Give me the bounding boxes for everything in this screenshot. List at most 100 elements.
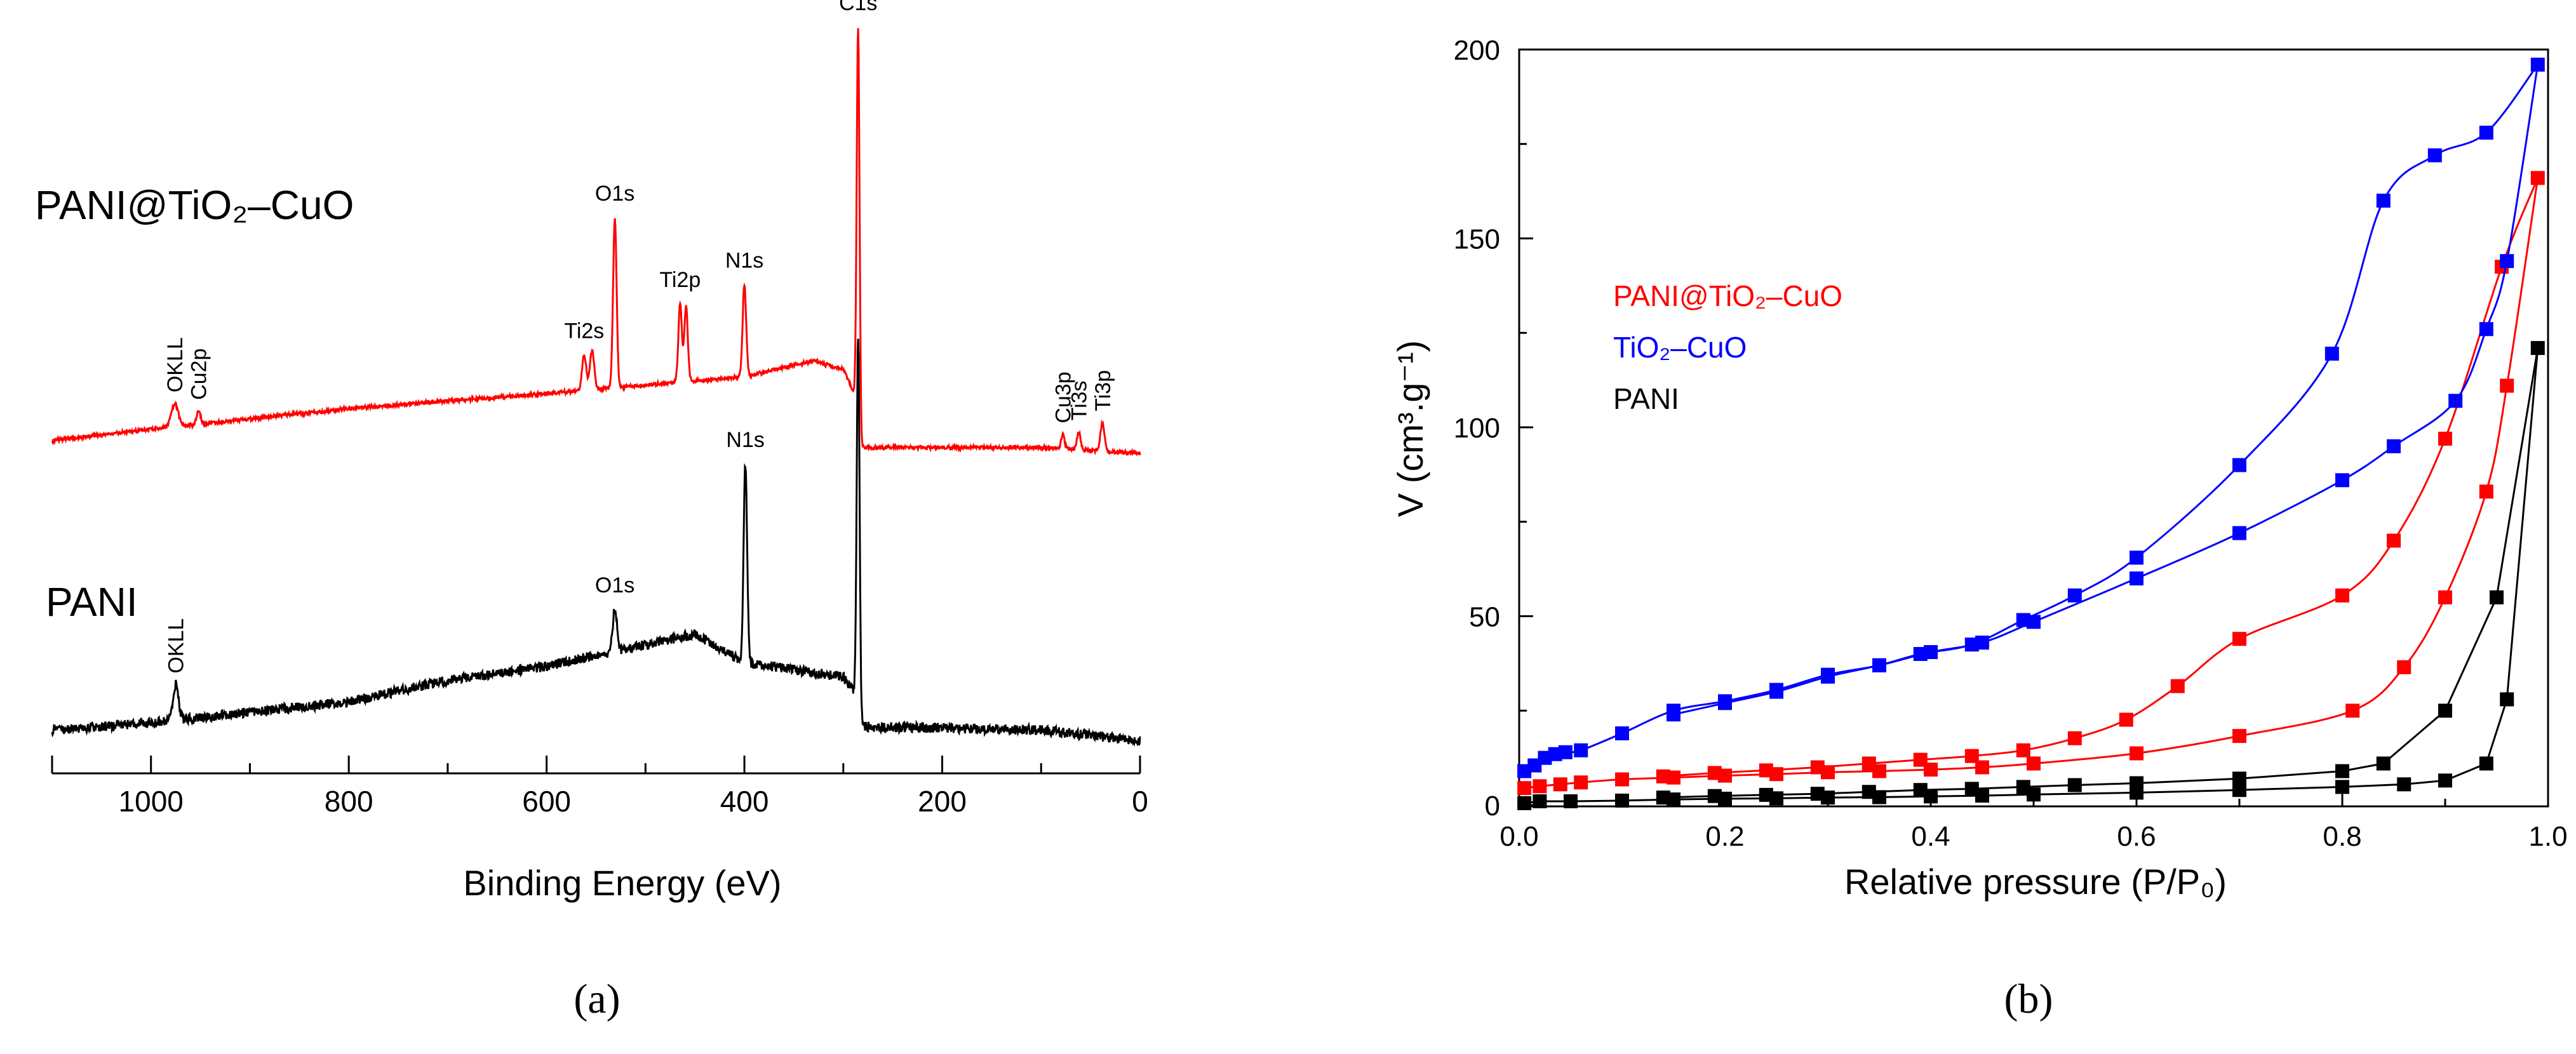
data-point <box>1615 772 1629 787</box>
peak-label: O1s <box>595 573 634 597</box>
peak-label: Ti2p <box>659 268 701 292</box>
x-tick-label: 1000 <box>119 785 184 818</box>
data-point <box>2376 194 2391 208</box>
data-point <box>2232 458 2246 472</box>
data-point <box>1964 749 1979 763</box>
data-point <box>2335 588 2349 603</box>
y-tick-label: 0 <box>1485 790 1500 822</box>
data-point <box>2016 613 2030 627</box>
data-point <box>1872 658 1886 672</box>
data-point <box>2427 148 2442 163</box>
peak-label: C1s <box>839 0 877 15</box>
data-point <box>2479 484 2493 499</box>
data-point <box>2119 712 2133 727</box>
x-tick-label: 0.6 <box>2117 821 2156 852</box>
data-point <box>1913 783 1928 797</box>
data-point <box>2490 590 2504 604</box>
data-point <box>2438 704 2452 718</box>
desorption-line <box>1673 63 2539 716</box>
x-tick-label: 1.0 <box>2528 821 2567 852</box>
spectrum-line-pani-tio2-cuo <box>51 28 1141 457</box>
data-point <box>2130 746 2143 761</box>
data-point <box>2530 57 2545 72</box>
data-point <box>1564 794 1578 808</box>
data-point <box>2232 526 2246 540</box>
isotherm-panel: 0.0 0.2 0.4 0.6 0.8 1.0 0 50 100 150 200 PANI@TiO₂… <box>1390 35 2568 902</box>
x-tick-label: 0.2 <box>1705 821 1744 852</box>
y-tick-label: 200 <box>1454 35 1500 66</box>
data-point <box>1913 647 1928 661</box>
data-point <box>1656 790 1670 805</box>
data-point <box>2232 632 2246 646</box>
y-axis-title: V (cm³.g⁻¹) <box>1390 340 1430 517</box>
data-point <box>2335 473 2349 488</box>
x-axis-title: Binding Energy (eV) <box>463 863 781 903</box>
data-point <box>2500 254 2514 269</box>
x-tick-label: 0.4 <box>1911 821 1950 852</box>
peak-label: N1s <box>725 248 763 272</box>
data-point <box>2500 378 2514 393</box>
data-point <box>1821 669 1835 684</box>
data-point <box>2438 431 2452 446</box>
peak-label: Ti2s <box>564 319 604 344</box>
data-point <box>2027 756 2041 771</box>
data-point <box>1656 769 1670 784</box>
data-point <box>1810 787 1825 801</box>
data-point <box>1517 796 1532 810</box>
peak-label: Ti3s <box>1067 380 1091 420</box>
legend: PANI@TiO₂–CuO TiO₂–CuO PANI <box>1613 279 1842 415</box>
panel-label-a: (a) <box>574 976 620 1022</box>
data-point <box>1574 743 1588 757</box>
data-point <box>1533 794 1547 808</box>
data-point <box>1759 763 1773 778</box>
data-point <box>1964 782 1979 796</box>
panel-label-b: (b) <box>2004 976 2053 1022</box>
legend-entry-tio2-cuo: TiO₂–CuO <box>1613 331 1747 364</box>
data-point <box>2130 776 2143 790</box>
data-point <box>2479 125 2493 140</box>
data-point <box>2232 783 2246 797</box>
data-point <box>2500 692 2514 707</box>
data-point <box>1769 684 1783 699</box>
peak-label: OKLL <box>164 618 189 674</box>
data-point <box>1862 785 1876 799</box>
data-point <box>2397 660 2412 674</box>
data-point <box>2479 322 2493 337</box>
desorption-line <box>1663 347 2539 799</box>
spectrum-line-pani <box>51 338 1141 747</box>
y-tick-label: 50 <box>1469 602 1500 633</box>
data-point <box>2530 171 2545 185</box>
axes: 0.0 0.2 0.4 0.6 0.8 1.0 0 50 100 150 200 <box>1454 35 2568 852</box>
data-point <box>1862 756 1876 771</box>
data-point <box>2130 550 2143 565</box>
data-point <box>2387 439 2401 453</box>
peak-label: Ti3p <box>1091 370 1115 411</box>
data-point <box>2376 756 2391 771</box>
data-point <box>1517 781 1532 796</box>
x-axis: 1000 800 600 400 200 0 <box>51 756 1148 818</box>
x-tick-label: 600 <box>522 785 571 818</box>
data-point <box>1759 787 1773 802</box>
data-point <box>1574 775 1588 790</box>
peak-label: Cu3p <box>1052 371 1076 423</box>
data-point <box>1707 789 1722 803</box>
peak-label: O1s <box>595 182 634 206</box>
data-point <box>2016 780 2030 794</box>
data-point <box>1667 707 1680 722</box>
x-tick-label: 400 <box>720 785 769 818</box>
data-point <box>1718 696 1732 710</box>
data-point <box>2130 571 2143 585</box>
data-point <box>2438 590 2452 604</box>
y-tick-label: 150 <box>1454 224 1500 255</box>
series-label-pani-tio2-cuo: PANI@TiO₂–CuO <box>35 182 354 228</box>
data-point <box>2335 780 2349 794</box>
data-point <box>2170 679 2185 693</box>
legend-entry-pani-tio2-cuo: PANI@TiO₂–CuO <box>1613 279 1842 312</box>
peak-label: N1s <box>726 428 764 452</box>
data-point <box>2335 764 2349 778</box>
adsorption-line <box>1524 178 2539 789</box>
y-tick-label: 100 <box>1454 413 1500 444</box>
x-tick-label: 0.8 <box>2323 821 2361 852</box>
